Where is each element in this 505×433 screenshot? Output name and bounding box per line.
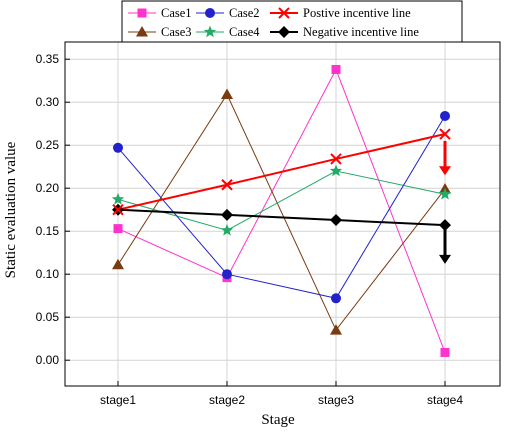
data-point bbox=[330, 214, 342, 227]
data-point bbox=[221, 208, 233, 221]
legend-box bbox=[121, 0, 463, 43]
legend-marker bbox=[203, 25, 217, 38]
series-line-case3 bbox=[117, 93, 446, 332]
data-point bbox=[329, 164, 343, 177]
x-tick-label: stage4 bbox=[427, 393, 463, 407]
data-point bbox=[440, 347, 450, 357]
data-point bbox=[331, 293, 341, 304]
data-point bbox=[439, 219, 451, 232]
legend-marker bbox=[137, 8, 147, 18]
legend-label: Case2 bbox=[229, 6, 260, 20]
arrow-head bbox=[439, 254, 451, 264]
legend-label: Case1 bbox=[161, 6, 192, 20]
x-axis-ticks: stage1 stage2 stage3 stage4 bbox=[100, 381, 463, 407]
legend-marker bbox=[205, 8, 215, 18]
y-tick-label: 0.05 bbox=[36, 310, 60, 324]
y-tick-label: 0.35 bbox=[36, 52, 60, 66]
legend-marker bbox=[278, 7, 290, 19]
data-point bbox=[222, 269, 232, 280]
y-axis-title: Static evaluation value bbox=[3, 141, 19, 278]
x-tick-label: stage2 bbox=[209, 393, 245, 407]
x-tick-label: stage1 bbox=[100, 393, 136, 407]
legend-label: Case4 bbox=[229, 25, 260, 39]
data-point bbox=[113, 142, 123, 153]
legend-marker bbox=[136, 26, 148, 37]
series-line-postive-incentive-line bbox=[117, 133, 446, 211]
data-point bbox=[221, 88, 233, 99]
y-tick-label: 0.30 bbox=[36, 95, 60, 109]
y-tick-label: 0.00 bbox=[36, 353, 60, 367]
data-point bbox=[331, 65, 341, 75]
y-axis-ticks: 0.00 0.05 0.10 0.15 0.20 0.25 0.30 0.35 bbox=[36, 52, 70, 367]
arrow-annotations bbox=[439, 140, 451, 264]
data-point bbox=[112, 203, 124, 216]
series-line-negative-incentive-line bbox=[117, 208, 446, 227]
y-tick-label: 0.25 bbox=[36, 138, 60, 152]
data-point bbox=[220, 223, 234, 236]
data-point bbox=[439, 128, 451, 140]
y-tick-label: 0.10 bbox=[36, 267, 60, 281]
legend-label: Case3 bbox=[161, 25, 192, 39]
legend: Case1 Case2 Postive incentive line Case3 Cas… bbox=[121, 0, 463, 43]
series-line-case2 bbox=[117, 115, 446, 299]
x-axis-title: Stage bbox=[261, 412, 295, 428]
data-point bbox=[221, 179, 233, 191]
y-tick-label: 0.15 bbox=[36, 224, 60, 238]
data-point bbox=[112, 258, 124, 270]
series-line-case4 bbox=[117, 170, 446, 231]
data-point bbox=[113, 224, 123, 234]
series-line-case1 bbox=[117, 68, 446, 353]
series-markers bbox=[111, 65, 452, 357]
data-point bbox=[330, 324, 342, 335]
data-point bbox=[330, 153, 342, 165]
gridlines bbox=[65, 42, 500, 386]
y-tick-label: 0.20 bbox=[36, 181, 60, 195]
legend-label: Postive incentive line bbox=[303, 6, 411, 20]
data-point bbox=[440, 110, 450, 121]
data-point bbox=[111, 192, 125, 205]
data-point bbox=[438, 187, 452, 200]
series-lines bbox=[117, 68, 446, 353]
arrow-head bbox=[439, 166, 451, 176]
x-tick-label: stage3 bbox=[318, 393, 354, 407]
legend-label: Negative incentive line bbox=[303, 25, 419, 39]
legend-marker bbox=[278, 26, 290, 38]
